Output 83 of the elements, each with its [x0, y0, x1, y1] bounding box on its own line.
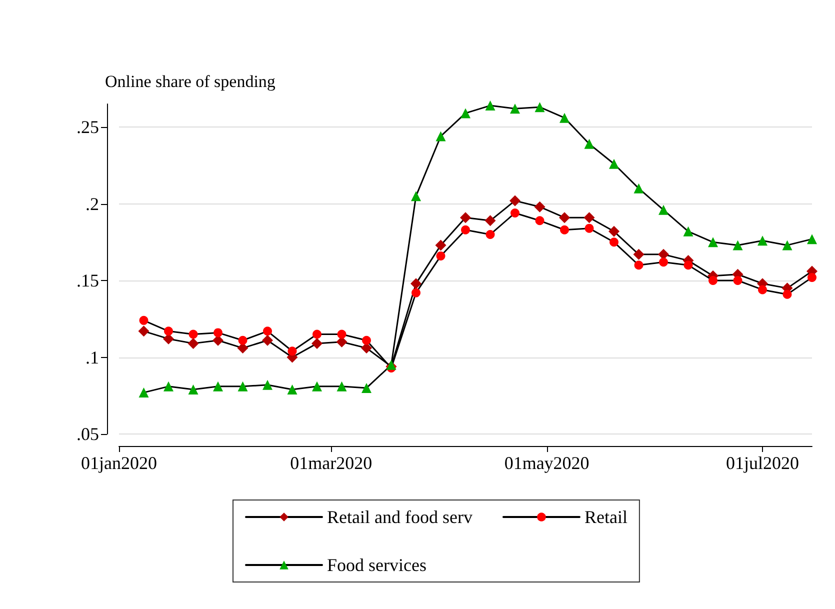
point [362, 382, 372, 393]
point [535, 216, 544, 226]
point [287, 384, 298, 394]
point [312, 338, 322, 349]
y-tick-label: .15 [76, 270, 99, 291]
point [658, 204, 668, 215]
point [684, 260, 693, 270]
point [138, 388, 149, 398]
point [262, 380, 272, 390]
point [312, 330, 322, 339]
point [534, 201, 546, 212]
y-axis-title: Online share of spending [105, 72, 276, 91]
point [584, 212, 595, 224]
y-tick-label: .25 [76, 117, 99, 138]
point [336, 381, 347, 392]
legend-label: Retail and food serv [327, 507, 472, 527]
point [436, 251, 446, 260]
point [262, 334, 273, 346]
point [484, 215, 496, 226]
y-tick-label: .1 [86, 347, 99, 368]
point [510, 104, 520, 114]
point [782, 240, 792, 250]
point [238, 381, 248, 392]
point [560, 225, 569, 234]
point [634, 260, 644, 270]
point [410, 278, 422, 290]
point [435, 240, 446, 251]
point [732, 240, 743, 250]
point [560, 112, 570, 123]
point [188, 384, 198, 394]
x-tick-label: 01mar2020 [290, 453, 372, 473]
point [461, 225, 470, 234]
point [312, 381, 322, 392]
x-tick-label: 01jul2020 [726, 453, 800, 473]
legend-label: Food services [327, 555, 426, 575]
point [188, 338, 199, 349]
point [584, 138, 594, 149]
point [486, 230, 495, 239]
point [808, 272, 816, 282]
point [807, 234, 817, 244]
point [485, 100, 496, 111]
point [361, 342, 372, 354]
point [237, 342, 248, 354]
point [708, 276, 718, 286]
point [412, 288, 420, 298]
point [758, 285, 767, 294]
point [584, 224, 594, 233]
point [782, 290, 792, 299]
point [337, 330, 346, 339]
point [633, 248, 644, 260]
point [758, 236, 768, 246]
point [288, 346, 297, 356]
point [683, 226, 694, 236]
point [164, 326, 173, 336]
point [139, 316, 148, 325]
point [411, 191, 421, 202]
point [659, 258, 668, 267]
point [510, 208, 520, 218]
point [362, 336, 371, 345]
point [559, 212, 570, 224]
point [263, 326, 272, 336]
point [708, 237, 718, 248]
point [609, 158, 619, 169]
point [608, 226, 620, 237]
point [138, 326, 150, 337]
x-tick-label: 01jan2020 [81, 453, 157, 473]
point [188, 330, 198, 339]
point [460, 212, 471, 224]
point [534, 102, 545, 112]
point [164, 381, 174, 392]
point [238, 336, 248, 345]
legend-label: Retail [584, 507, 628, 527]
point [610, 238, 618, 247]
point [634, 183, 644, 194]
x-tick-label: 01may2020 [504, 453, 590, 473]
point [510, 195, 520, 206]
point [460, 108, 470, 118]
point [214, 328, 222, 338]
y-tick-label: .05 [76, 424, 99, 444]
y-tick-label: .2 [86, 194, 99, 214]
point [436, 131, 446, 142]
point [733, 276, 742, 286]
point [213, 381, 223, 392]
